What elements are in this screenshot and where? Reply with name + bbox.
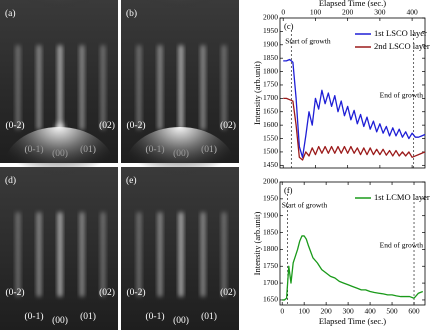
x-tick-label: 0	[281, 8, 285, 17]
x-axis-title: Elapsed Time (sec.)	[319, 0, 386, 8]
x-tick-label: 400	[364, 307, 376, 316]
annotation-text: End of growth	[380, 91, 424, 100]
y-tick-label: 1700	[263, 93, 278, 102]
diffraction-streak	[57, 45, 63, 130]
y-tick-label: 1450	[263, 160, 278, 169]
diffraction-streak	[79, 45, 85, 130]
image-label: (a)	[5, 8, 16, 19]
x-tick-label: 0	[280, 307, 284, 316]
plot-frame	[279, 181, 426, 306]
spot-label: (00)	[52, 315, 68, 326]
y-tick-label: 1800	[263, 244, 278, 253]
spot-label: (0-1)	[25, 311, 44, 322]
y-tick-label: 1800	[263, 66, 278, 75]
x-tick-label: 300	[342, 307, 354, 316]
series-line	[283, 58, 426, 158]
y-tick-label: 1900	[263, 210, 278, 219]
diffraction-streak	[36, 45, 42, 130]
y-tick-label: 1500	[263, 147, 278, 156]
series-line	[283, 97, 426, 161]
y-tick-label: 1850	[263, 227, 278, 236]
legend-label: 1st LSCO layer	[374, 28, 427, 38]
rheed-image: (d) (0-2) (0-1) (00) (01) (02)	[0, 127, 118, 330]
spot-label: (01)	[201, 311, 217, 322]
diffraction-streak	[178, 212, 184, 297]
diffraction-streak	[79, 212, 85, 297]
spot-label: (0-1)	[146, 311, 165, 322]
y-tick-label: 1850	[263, 53, 278, 62]
y-tick-label: 1900	[263, 40, 278, 49]
x-axis-title: Elapsed Time (sec.)	[319, 316, 386, 326]
image-label: (e)	[126, 175, 137, 186]
spot-label: (0-2)	[6, 120, 25, 131]
diffraction-streak	[200, 45, 206, 130]
x-tick-label: 200	[321, 307, 333, 316]
x-tick-label: 400	[406, 8, 418, 17]
spot-label: (02)	[220, 287, 236, 298]
x-tick-label: 100	[310, 8, 322, 17]
image-label: (b)	[126, 8, 137, 19]
annotation-text: Start of growth	[282, 201, 328, 210]
y-tick-label: 1650	[263, 295, 278, 304]
spot-label: (02)	[220, 120, 236, 131]
y-tick-label: 1550	[263, 133, 278, 142]
x-tick-label: 600	[408, 307, 420, 316]
y-axis-title: Intensity (arb.unit)	[252, 211, 262, 275]
diffraction-streak	[200, 212, 206, 297]
y-tick-label: 1600	[263, 120, 278, 129]
y-tick-label: 1750	[263, 261, 278, 270]
specular-glow	[4, 127, 114, 207]
y-tick-label: 1950	[263, 26, 278, 35]
legend-label: 2nd LSCO layer	[374, 41, 430, 51]
y-tick-label: 1950	[263, 194, 278, 203]
x-tick-label: 500	[386, 307, 398, 316]
spot-label: (02)	[99, 120, 115, 131]
diffraction-streak	[15, 45, 21, 130]
diffraction-streak	[136, 45, 142, 130]
diffraction-streak	[100, 45, 106, 130]
specular-glow	[125, 127, 235, 207]
annotation-text: End of growth	[380, 241, 424, 250]
annotation-text: Start of growth	[285, 37, 331, 46]
spot-label: (0-2)	[127, 120, 146, 131]
spot-label: (0-2)	[127, 287, 146, 298]
image-label: (d)	[5, 175, 16, 186]
x-tick-label: 300	[374, 8, 386, 17]
rheed-image: (e) (0-2) (0-1) (00) (01) (02)	[121, 127, 239, 330]
plot-frame	[279, 17, 426, 169]
series-line	[282, 235, 424, 301]
diffraction-streak	[100, 212, 106, 297]
panel-label: (f)	[284, 185, 293, 195]
diffraction-streak	[221, 212, 227, 297]
x-tick-label: 200	[342, 8, 354, 17]
specular-glow	[4, 0, 114, 40]
y-tick-label: 2000	[263, 177, 278, 186]
diffraction-streak	[221, 45, 227, 130]
diffraction-streak	[57, 212, 63, 297]
x-tick-label: 100	[299, 307, 311, 316]
y-tick-label: 1700	[263, 278, 278, 287]
diffraction-streak	[157, 45, 163, 130]
y-axis-title: Intensity (arb.unit)	[252, 61, 262, 125]
diffraction-streak	[36, 212, 42, 297]
y-tick-label: 1750	[263, 80, 278, 89]
y-tick-label: 2000	[263, 13, 278, 22]
panel-label: (c)	[284, 21, 294, 31]
diffraction-streak	[15, 212, 21, 297]
diffraction-streak	[178, 45, 184, 130]
specular-glow	[125, 0, 235, 40]
spot-label: (01)	[80, 311, 96, 322]
y-tick-label: 1650	[263, 106, 278, 115]
legend-label: 1st LCMO layer	[374, 192, 430, 202]
diffraction-streak	[157, 212, 163, 297]
spot-label: (0-2)	[6, 287, 25, 298]
diffraction-streak	[136, 212, 142, 297]
spot-label: (02)	[99, 287, 115, 298]
spot-label: (00)	[173, 315, 189, 326]
